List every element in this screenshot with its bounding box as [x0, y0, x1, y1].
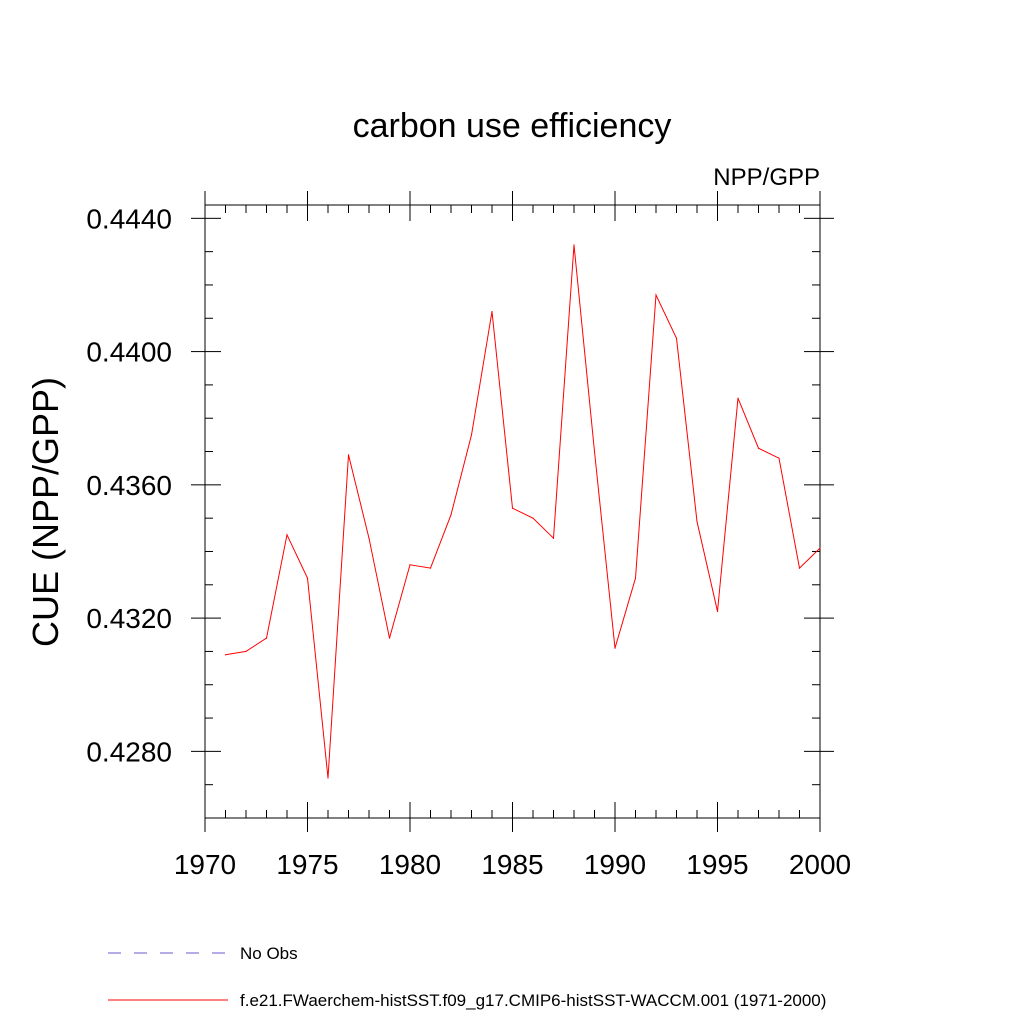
data-point — [716, 610, 719, 613]
chart-title: carbon use efficiency — [353, 107, 672, 145]
data-point — [655, 294, 657, 296]
data-point — [429, 567, 432, 569]
data-point — [634, 577, 637, 579]
data-point — [757, 447, 760, 449]
x-tick-label: 1970 — [174, 849, 236, 880]
y-tick-label: 0.4400 — [86, 337, 172, 368]
y-tick-label: 0.4320 — [86, 603, 172, 634]
axis-ticks — [191, 191, 834, 832]
data-point — [306, 577, 309, 579]
data-point — [409, 564, 411, 566]
legend-label-model-run: f.e21.FWaerchem-histSST.f09_g17.CMIP6-hi… — [240, 991, 826, 1010]
data-point — [511, 507, 514, 509]
data-point — [614, 647, 616, 649]
data-point — [327, 777, 329, 779]
data-point — [470, 434, 473, 436]
data-point — [265, 637, 268, 639]
data-point — [737, 397, 739, 399]
series-lines — [224, 244, 821, 779]
data-point — [798, 567, 801, 569]
x-tick-label: 1990 — [584, 849, 646, 880]
x-tick-label: 1985 — [481, 849, 543, 880]
data-point — [368, 537, 370, 539]
y-axis-label: CUE (NPP/GPP) — [25, 377, 66, 647]
y-tick-label: 0.4360 — [86, 470, 172, 501]
data-point — [245, 650, 247, 653]
y-tick-labels: 0.4280 0.4320 0.4360 0.4400 0.4440 — [86, 203, 172, 767]
data-point — [532, 517, 534, 519]
plot-frame — [204, 204, 821, 819]
data-point — [552, 537, 555, 539]
legend: No Obs f.e21.FWaerchem-histSST.f09_g17.C… — [108, 944, 826, 1010]
data-point — [491, 311, 493, 313]
data-point — [450, 514, 452, 516]
x-tick-labels: 1970 1975 1980 1985 1990 1995 2000 — [174, 849, 851, 880]
data-point — [388, 637, 391, 639]
y-tick-label: 0.4440 — [86, 203, 172, 234]
data-point — [224, 654, 227, 656]
x-tick-label: 1980 — [379, 849, 441, 880]
data-point — [696, 520, 698, 523]
series-line — [225, 244, 821, 779]
data-point — [573, 244, 575, 246]
legend-label-no-obs: No Obs — [240, 944, 298, 963]
x-tick-label: 1975 — [276, 849, 338, 880]
y-tick-label: 0.4280 — [86, 736, 172, 767]
data-point — [593, 450, 596, 453]
chart-subtitle: NPP/GPP — [713, 164, 820, 191]
x-tick-label: 1995 — [686, 849, 748, 880]
data-point — [819, 547, 821, 549]
data-point — [778, 457, 780, 459]
data-point — [347, 454, 350, 456]
data-point — [675, 337, 678, 339]
x-tick-label: 2000 — [789, 849, 851, 880]
data-point — [286, 534, 288, 536]
